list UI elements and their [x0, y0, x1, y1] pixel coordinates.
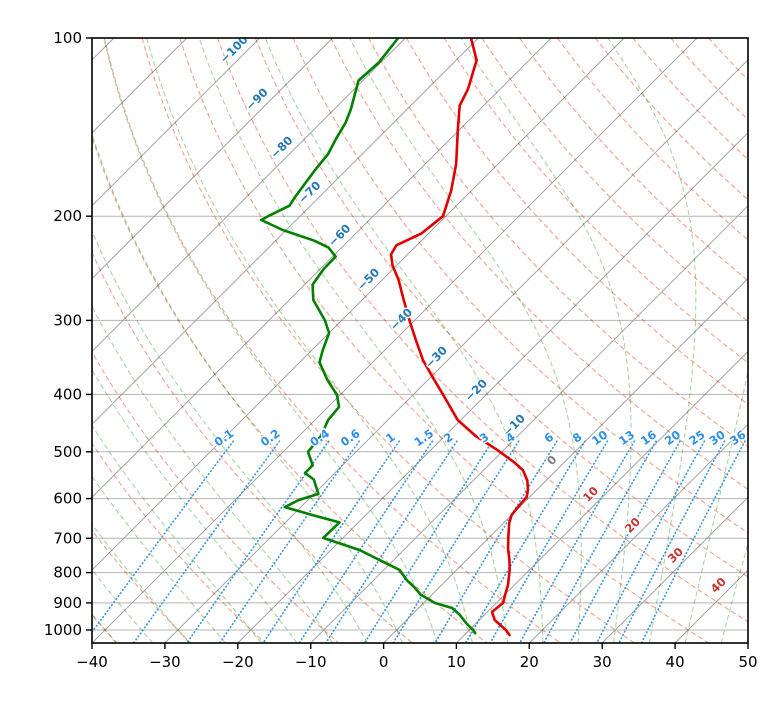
svg-text:600: 600	[53, 490, 82, 508]
svg-text:30: 30	[593, 653, 612, 671]
svg-text:50: 50	[738, 653, 757, 671]
svg-text:−20: −20	[222, 653, 254, 671]
y-axis-ticks: 100 200 300 400 500 600 700 800 900 1000	[44, 29, 92, 639]
svg-text:300: 300	[53, 311, 82, 329]
svg-text:−40: −40	[76, 653, 108, 671]
svg-text:400: 400	[53, 385, 82, 403]
x-axis-ticks: −40 −30 −20 −10 0 10 20 30 40 50	[76, 643, 758, 671]
svg-text:1000: 1000	[44, 621, 82, 639]
dewpoint-curve	[260, 38, 477, 635]
svg-text:40: 40	[666, 653, 685, 671]
temperature-curve	[389, 38, 530, 637]
svg-text:500: 500	[53, 443, 82, 461]
svg-text:10: 10	[447, 653, 466, 671]
moist-adiabats	[92, 38, 748, 643]
isotherms	[92, 38, 748, 643]
svg-text:−30: −30	[149, 653, 181, 671]
svg-text:800: 800	[53, 564, 82, 582]
svg-text:−10: −10	[295, 653, 327, 671]
svg-text:100: 100	[53, 29, 82, 47]
pressure-gridlines	[92, 37, 748, 631]
svg-text:900: 900	[53, 594, 82, 612]
svg-text:700: 700	[53, 529, 82, 547]
svg-text:200: 200	[53, 207, 82, 225]
svg-text:0: 0	[379, 653, 389, 671]
plot-frame	[91, 37, 749, 644]
svg-text:20: 20	[520, 653, 539, 671]
